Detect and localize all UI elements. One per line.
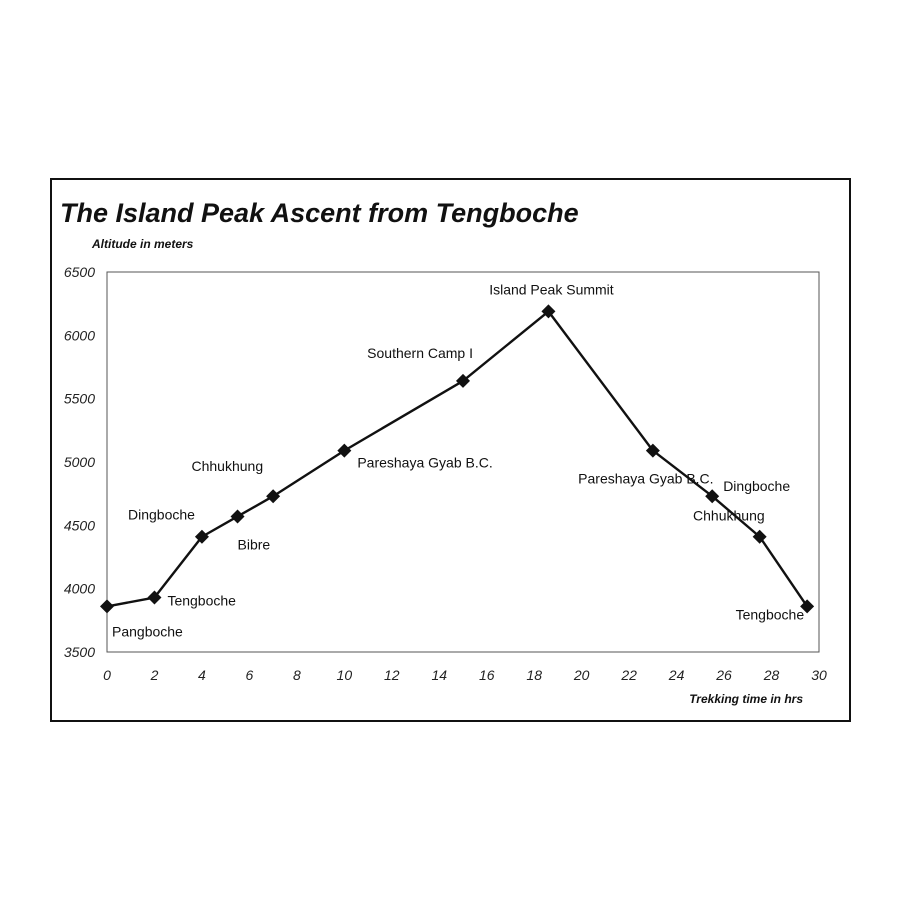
waypoint-label: Pangboche — [112, 623, 183, 639]
waypoint-marker — [337, 443, 352, 458]
waypoint-marker — [147, 590, 162, 605]
x-tick-label: 16 — [479, 667, 495, 683]
x-tick-label: 24 — [668, 667, 685, 683]
waypoint-label: Pareshaya Gyab B.C. — [578, 471, 713, 487]
waypoint-marker — [541, 304, 556, 319]
waypoint-marker — [456, 373, 470, 388]
waypoint-markers — [100, 304, 815, 614]
y-tick-label: 6000 — [64, 327, 95, 343]
y-tick-label: 3500 — [64, 644, 95, 660]
y-tick-label: 6500 — [64, 264, 95, 280]
waypoint-marker — [705, 489, 720, 504]
x-tick-label: 12 — [384, 667, 400, 683]
x-tick-label: 28 — [763, 667, 780, 683]
x-tick-label: 30 — [811, 667, 827, 683]
x-tick-label: 6 — [246, 667, 254, 683]
plot-area — [106, 271, 820, 653]
x-tick-label: 26 — [715, 667, 732, 683]
y-tick-label: 5000 — [64, 454, 95, 470]
x-tick-label: 0 — [103, 667, 111, 683]
waypoint-marker — [645, 443, 660, 458]
x-tick-label: 22 — [620, 667, 637, 683]
y-tick-labels: 3500 4000 4500 5000 5500 6000 6500 — [64, 264, 95, 660]
waypoint-marker — [752, 529, 767, 544]
x-tick-label: 18 — [526, 667, 542, 683]
waypoint-label: Island Peak Summit — [489, 281, 614, 297]
waypoint-marker — [194, 529, 209, 544]
chart-title: The Island Peak Ascent from Tengboche — [60, 198, 579, 228]
y-tick-label: 5500 — [64, 391, 95, 407]
chart-frame — [50, 178, 851, 722]
waypoint-label: Southern Camp I — [367, 345, 473, 361]
waypoint-label: Chhukhung — [693, 508, 765, 524]
waypoint-labels: Pangboche Tengboche Dingboche Bibre Chhukhun… — [112, 281, 804, 639]
waypoint-marker — [100, 599, 114, 614]
y-tick-label: 4500 — [64, 517, 95, 533]
x-tick-label: 10 — [337, 667, 353, 683]
x-axis-label: Trekking time in hrs — [689, 692, 803, 706]
waypoint-label: Tengboche — [167, 593, 236, 609]
altitude-line — [106, 310, 809, 608]
waypoint-label: Dingboche — [723, 478, 790, 494]
waypoint-marker — [800, 599, 815, 614]
waypoint-label: Chhukhung — [192, 458, 264, 474]
y-axis-label: Altitude in meters — [91, 237, 194, 251]
x-tick-label: 4 — [198, 667, 206, 683]
x-tick-label: 14 — [431, 667, 447, 683]
x-tick-label: 2 — [150, 667, 159, 683]
x-tick-label: 20 — [573, 667, 590, 683]
waypoint-label: Pareshaya Gyab B.C. — [357, 455, 492, 471]
waypoint-marker — [230, 509, 245, 524]
waypoint-label: Bibre — [238, 536, 271, 552]
y-tick-label: 4000 — [64, 581, 95, 597]
x-tick-labels: 0 2 4 6 8 10 12 14 16 18 20 22 24 26 28 30 — [103, 667, 827, 683]
waypoint-label: Dingboche — [128, 507, 195, 523]
waypoint-label: Tengboche — [736, 606, 805, 622]
x-tick-label: 8 — [293, 667, 301, 683]
waypoint-marker — [266, 489, 281, 504]
